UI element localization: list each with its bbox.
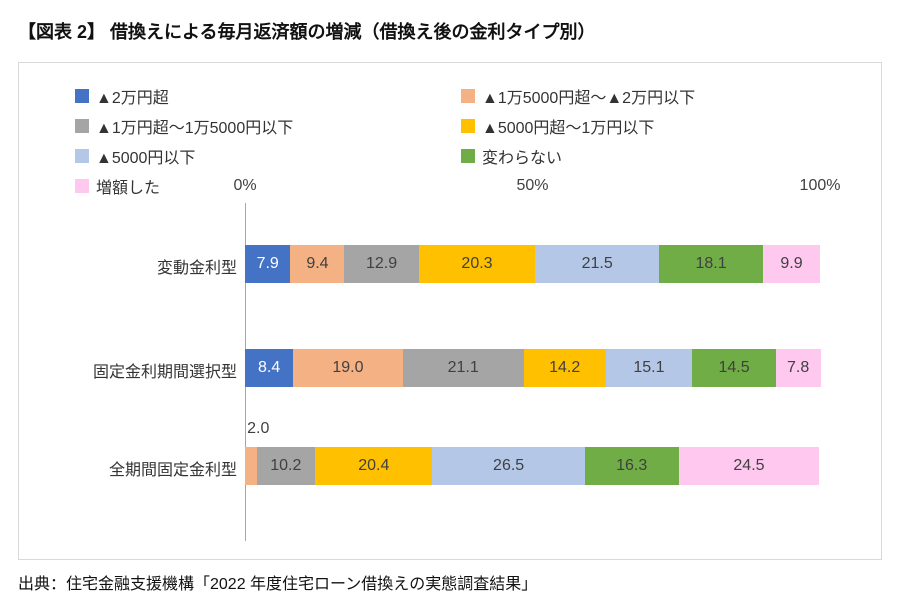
legend-swatch [75, 148, 89, 163]
bar-segment: 18.1 [659, 245, 764, 283]
bar-value-label: 8.4 [258, 359, 281, 376]
bar-segment: 12.9 [344, 245, 419, 283]
bar-value-label: 15.1 [633, 359, 665, 376]
legend-item: ▲1万5000円超～▲2万円以下 [461, 85, 696, 107]
source-note: 出典：住宅金融支援機構「2022 年度住宅ローン借換えの実態調査結果」 [18, 576, 538, 593]
bar-segment: 19.0 [293, 349, 403, 387]
bar-segment: 9.4 [290, 245, 345, 283]
bar-segment: 14.2 [523, 349, 606, 387]
axis-tick-label: 100% [799, 177, 841, 194]
bar-segment: 7.8 [775, 349, 821, 387]
legend-swatch [75, 178, 89, 193]
legend-swatch [461, 148, 475, 163]
legend-label: 増額した [96, 179, 161, 197]
bar-value-label: 16.3 [616, 457, 648, 474]
axis-tick-label: 0% [233, 177, 257, 194]
x-axis-labels: 0% 50% 100% [233, 177, 840, 197]
category-labels: 変動金利型固定金利期間選択型全期間固定金利型 [19, 63, 881, 559]
category-label: 固定金利期間選択型 [92, 364, 237, 381]
bar-segment: 20.3 [418, 245, 536, 283]
bar-value-label: 20.3 [461, 255, 493, 272]
bar-value-label: 26.5 [493, 457, 525, 474]
bar-segment: 7.9 [245, 245, 291, 283]
bar-row: 10.2 20.4 26.5 16.3 24.5 [245, 447, 820, 485]
bar-value-label: 20.4 [358, 457, 390, 474]
category-label: 全期間固定金利型 [108, 462, 237, 479]
legend-swatch [461, 88, 475, 103]
bar-value-label: 12.9 [365, 255, 398, 272]
chart-area: ▲2万円超 ▲1万5000円超～▲2万円以下 ▲1万円超～1万5000円以下 ▲500… [18, 62, 882, 560]
figure-title: 【図表 2】 借換えによる毎月返済額の増減（借換え後の金利タイプ別） [18, 22, 596, 42]
legend-label: ▲5000円以下 [96, 149, 196, 167]
bar-segment: 21.5 [535, 245, 659, 283]
bar-value-label: 7.9 [256, 255, 279, 272]
bar-value-label: 9.4 [306, 255, 329, 272]
bar-value-label: 10.2 [270, 457, 302, 474]
bar-segment: 21.1 [402, 349, 524, 387]
legend-swatch [75, 118, 89, 133]
bar-segment: 14.5 [692, 349, 776, 387]
legend-item: ▲1万円超～1万5000円以下 [75, 115, 461, 137]
legend-swatch [75, 88, 89, 103]
legend-label: ▲1万円超～1万5000円以下 [96, 119, 294, 137]
bar-value-label: 21.5 [581, 255, 613, 272]
bar-segment: 24.5 [678, 447, 820, 485]
bar-value-label: 7.8 [787, 359, 810, 376]
bar-segment: 26.5 [432, 447, 585, 485]
legend-item: ▲5000円以下 [75, 145, 461, 167]
bar-segment: 9.9 [763, 245, 820, 283]
bar-value-label: 24.5 [733, 457, 765, 474]
legend-label: ▲5000円超～1万円以下 [482, 119, 655, 137]
legend-item: 変わらない [461, 145, 695, 167]
bar-value-label: 2.0 [247, 420, 270, 437]
legend-item: ▲2万円超 [75, 85, 461, 107]
legend-item: ▲5000円超～1万円以下 [461, 115, 695, 137]
bar-value-label: 14.2 [549, 359, 581, 376]
bar-value-label: 21.1 [447, 359, 479, 376]
bar-segment: 15.1 [605, 349, 693, 387]
bar-value-label: 19.0 [332, 359, 364, 376]
bar-value-label: 14.5 [718, 359, 750, 376]
bar-segment: 8.4 [245, 349, 294, 387]
bar-row: 8.4 19.0 21.1 14.2 15.1 14.5 7.8 [245, 349, 821, 387]
bar-value-label: 18.1 [695, 255, 727, 272]
legend-label: ▲1万5000円超～▲2万円以下 [482, 89, 696, 107]
bar-segment: 20.4 [315, 447, 433, 485]
bar-segment: 16.3 [584, 447, 679, 485]
axis-tick-label: 50% [516, 177, 549, 194]
legend-swatch [461, 118, 475, 133]
bar-value-label: 9.9 [780, 255, 803, 272]
plot-area: 7.9 9.4 12.9 20.3 21.5 18.1 9.9 8.4 19.0 21.1 14.2… [245, 203, 821, 541]
legend-label: ▲2万円超 [96, 89, 169, 107]
bar-segment: 10.2 [256, 447, 316, 485]
category-label: 変動金利型 [156, 260, 237, 277]
bar-segment [245, 447, 257, 485]
legend-label: 変わらない [482, 149, 563, 167]
bar-row: 7.9 9.4 12.9 20.3 21.5 18.1 9.9 [245, 245, 820, 283]
legend-item: 増額した [75, 175, 461, 197]
legend: ▲2万円超 ▲1万5000円超～▲2万円以下 ▲1万円超～1万5000円以下 ▲500… [75, 85, 696, 197]
